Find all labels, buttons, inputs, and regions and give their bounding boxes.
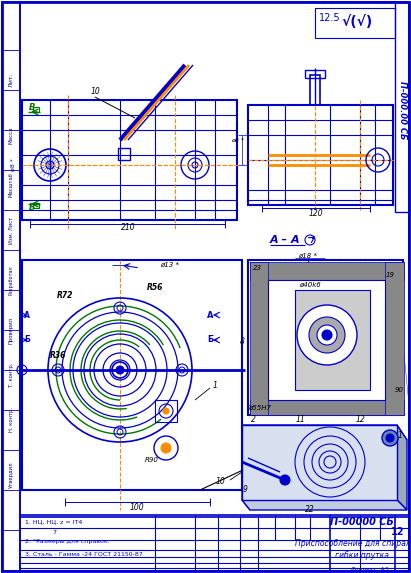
Text: П-000.00 СБ: П-000.00 СБ: [397, 81, 406, 139]
Polygon shape: [397, 425, 407, 510]
Circle shape: [386, 434, 394, 442]
Polygon shape: [295, 290, 370, 390]
Circle shape: [382, 430, 398, 446]
Text: Лит.: Лит.: [9, 73, 14, 87]
Polygon shape: [242, 425, 250, 510]
Text: ø13 *: ø13 *: [161, 262, 180, 268]
Text: Б: Б: [24, 336, 30, 344]
Text: Изм. Лист: Изм. Лист: [9, 217, 14, 244]
Bar: [305, 70, 325, 78]
Text: Проверил: Проверил: [9, 316, 14, 343]
Circle shape: [317, 325, 337, 345]
Bar: [20, 2, 409, 517]
Text: 1: 1: [212, 380, 217, 390]
Text: ø40k6: ø40k6: [299, 282, 321, 288]
Text: 22: 22: [305, 505, 315, 515]
Text: 12: 12: [355, 415, 365, 425]
Text: 10: 10: [215, 477, 225, 486]
Text: ø8 *: ø8 *: [231, 138, 245, 143]
Text: Утвердил: Утвердил: [9, 462, 14, 488]
Text: 12: 12: [391, 527, 405, 537]
Text: 23: 23: [253, 265, 262, 271]
Text: А: А: [24, 311, 30, 320]
Polygon shape: [250, 262, 268, 415]
Text: В: В: [29, 104, 35, 112]
Text: Приспособление для спиральной: Приспособление для спиральной: [295, 539, 411, 547]
Polygon shape: [242, 500, 407, 510]
Text: 1. НЦ, НЦ, z = IT4: 1. НЦ, НЦ, z = IT4: [25, 520, 82, 524]
Circle shape: [161, 443, 171, 453]
Text: 2. *Размеры для справок.: 2. *Размеры для справок.: [25, 540, 110, 544]
Text: В: В: [29, 203, 35, 213]
Bar: [310, 75, 320, 105]
Circle shape: [309, 317, 345, 353]
Text: гибки прутка: гибки прутка: [335, 551, 389, 559]
Polygon shape: [385, 262, 404, 415]
Text: 10: 10: [90, 88, 100, 96]
Bar: [248, 105, 393, 205]
Polygon shape: [268, 280, 385, 400]
Circle shape: [280, 475, 290, 485]
Bar: [118, 148, 130, 160]
Text: 12.5: 12.5: [319, 13, 341, 23]
Bar: [20, 515, 409, 571]
Circle shape: [322, 330, 332, 340]
Text: П-00000 СБ: П-00000 СБ: [330, 517, 394, 527]
Text: 9: 9: [242, 485, 247, 494]
Text: ø8 *: ø8 *: [11, 159, 16, 171]
Text: 7: 7: [25, 529, 57, 535]
Polygon shape: [250, 400, 404, 415]
Text: 11: 11: [295, 415, 305, 425]
Text: Формат  А3: Формат А3: [351, 567, 389, 572]
Text: 100: 100: [130, 503, 144, 512]
Circle shape: [116, 366, 124, 374]
Text: ø18 *: ø18 *: [298, 253, 318, 259]
Text: 120: 120: [309, 209, 323, 218]
Polygon shape: [242, 425, 407, 440]
Text: ø55H7: ø55H7: [249, 405, 272, 411]
Text: R36: R36: [50, 351, 66, 359]
Text: Б: Б: [207, 336, 213, 344]
Bar: [155, 400, 177, 422]
Text: 210: 210: [121, 223, 135, 233]
Polygon shape: [250, 262, 404, 280]
Text: Н. контр.: Н. контр.: [9, 407, 14, 433]
Text: 2: 2: [251, 415, 256, 425]
Circle shape: [163, 408, 169, 414]
Text: √(√): √(√): [342, 15, 373, 29]
Text: А – А: А – А: [270, 235, 300, 245]
Text: 8: 8: [240, 337, 245, 347]
Text: R72: R72: [57, 291, 73, 300]
Text: Масштаб: Масштаб: [9, 172, 14, 197]
Text: Разработал: Разработал: [9, 265, 14, 295]
Circle shape: [297, 305, 357, 365]
Bar: [248, 260, 403, 415]
Text: 3. Сталь - Гамма -24 ГОСТ 21150-87: 3. Сталь - Гамма -24 ГОСТ 21150-87: [25, 551, 143, 556]
Text: 1: 1: [397, 430, 402, 439]
Bar: [22, 260, 242, 490]
Text: R56: R56: [147, 284, 163, 292]
Text: R90: R90: [145, 457, 159, 463]
Text: А: А: [207, 311, 213, 320]
Bar: [22, 100, 237, 220]
Bar: [395, 2, 409, 212]
Polygon shape: [242, 425, 397, 500]
Bar: [315, 8, 395, 38]
Text: Масса: Масса: [9, 126, 14, 144]
Bar: [2, 2, 20, 571]
Text: 19: 19: [386, 272, 395, 278]
Text: Т. контр.: Т. контр.: [9, 363, 14, 387]
Text: 90: 90: [395, 387, 404, 393]
